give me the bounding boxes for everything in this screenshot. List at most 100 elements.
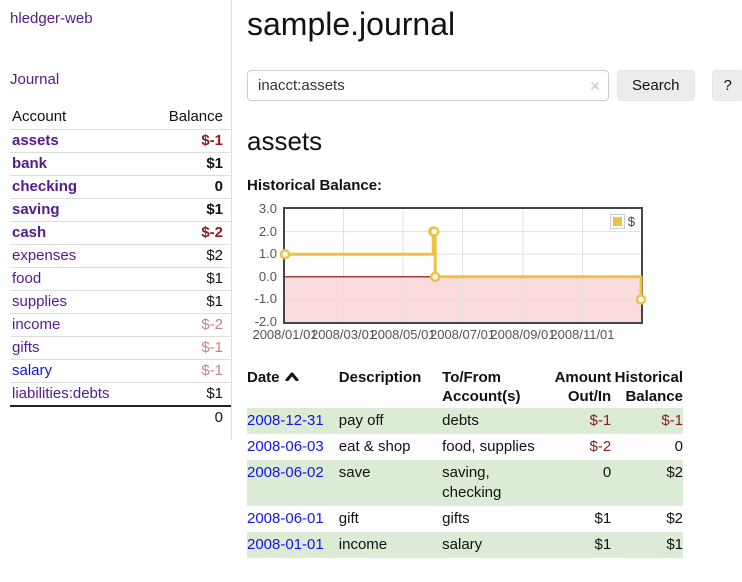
main-content: sample.journal × Search ? assets Histori…: [232, 0, 742, 558]
account-balance-cell: $-1: [148, 129, 231, 153]
chart-canvas: [279, 209, 647, 322]
y-tick-label: 2.0: [258, 223, 277, 239]
account-row: bank $1: [10, 152, 231, 176]
account-row: liabilities:debts $1: [10, 382, 231, 406]
register-header-accounts: To/From Account(s): [442, 369, 521, 405]
x-tick-label: 2008/03/01: [310, 327, 377, 342]
account-link-supplies[interactable]: supplies: [12, 293, 68, 310]
account-row: assets $-1: [10, 129, 231, 153]
account-row: cash $-2: [10, 221, 231, 245]
amount-cell: $1: [594, 536, 612, 553]
account-name-cell: assets: [10, 129, 149, 153]
account-balance-cell: $-1: [148, 359, 231, 383]
app-brand-link[interactable]: hledger-web: [10, 10, 93, 27]
accounts-header-account: Account: [12, 108, 67, 125]
search-input[interactable]: [247, 70, 609, 101]
accounts-cell: saving, checking: [442, 464, 502, 501]
account-link-income[interactable]: income: [12, 316, 61, 333]
accounts-total-value: 0: [148, 405, 231, 429]
transaction-row: 2008-12-31 pay off debts $-1 $-1: [247, 408, 683, 434]
search-form: × Search ?: [247, 70, 742, 101]
account-row: supplies $1: [10, 290, 231, 314]
sidebar-item-journal[interactable]: Journal: [10, 71, 60, 88]
account-name-cell: salary: [10, 359, 149, 383]
accounts-total-spacer: [10, 405, 149, 429]
account-name-cell: liabilities:debts: [10, 382, 149, 406]
account-row: expenses $2: [10, 244, 231, 268]
account-link-bank[interactable]: bank: [12, 155, 48, 172]
y-tick-label: -1.0: [254, 291, 277, 307]
amount-cell: $-1: [589, 412, 612, 429]
account-balance-cell: $1: [148, 290, 231, 314]
transaction-date-link[interactable]: 2008-06-02: [247, 464, 324, 481]
y-tick-label: 3.0: [258, 201, 277, 216]
description-cell: save: [338, 464, 371, 481]
balance-cell: $-1: [661, 412, 683, 429]
legend-swatch-icon: [609, 214, 625, 229]
account-balance-cell: $1: [148, 198, 231, 222]
page: hledger-web Journal Account Balance asse…: [0, 0, 742, 558]
transaction-row: 2008-06-01 gift gifts $1 $2: [247, 506, 683, 532]
chart-plot-area: $: [279, 207, 647, 324]
y-tick-label: -2.0: [254, 314, 277, 329]
account-name-cell: income: [10, 313, 149, 337]
date-cell: 2008-06-01: [247, 506, 339, 532]
search-button[interactable]: Search: [617, 70, 695, 101]
account-balance-cell: $-2: [148, 221, 231, 245]
clear-search-icon[interactable]: ×: [590, 76, 600, 95]
account-name-cell: cash: [10, 221, 149, 245]
account-link-saving[interactable]: saving: [12, 201, 60, 218]
date-cell: 2008-12-31: [247, 408, 339, 434]
amount-cell: 0: [602, 464, 612, 481]
account-link-checking[interactable]: checking: [12, 178, 78, 195]
accounts-cell: salary: [442, 536, 483, 553]
account-name-cell: saving: [10, 198, 149, 222]
account-name-cell: supplies: [10, 290, 149, 314]
description-cell: eat & shop: [338, 438, 411, 455]
chart-legend: $: [607, 213, 637, 230]
account-link-assets[interactable]: assets: [12, 132, 59, 149]
help-button[interactable]: ?: [711, 70, 742, 101]
x-tick-label: 2008/11/01: [550, 327, 615, 342]
balance-cell: $2: [666, 510, 683, 527]
transaction-date-link[interactable]: 2008-06-03: [247, 438, 324, 455]
account-link-liabilities-debts[interactable]: liabilities:debts: [12, 385, 110, 402]
account-balance-cell: $-2: [148, 313, 231, 337]
historical-balance-chart: 3.0 2.0 1.0 0.0 -1.0 -2.0 $ 2008/01/01 2008/03…: [247, 201, 703, 347]
description-cell: income: [338, 536, 388, 553]
account-balance-cell: $1: [148, 267, 231, 291]
account-name-cell: food: [10, 267, 149, 291]
account-link-gifts[interactable]: gifts: [12, 339, 40, 356]
transaction-date-link[interactable]: 2008-01-01: [247, 536, 324, 553]
account-name-cell: expenses: [10, 244, 149, 268]
description-cell: gift: [338, 510, 359, 527]
balance-cell: $2: [666, 464, 683, 481]
account-heading: assets: [247, 126, 323, 156]
account-link-salary[interactable]: salary: [12, 362, 53, 379]
account-balance-cell: $1: [148, 382, 231, 406]
register-header-date[interactable]: Date: [247, 366, 339, 408]
date-cell: 2008-06-02: [247, 460, 339, 506]
account-link-cash[interactable]: cash: [12, 224, 47, 241]
accounts-header-balance: Balance: [168, 108, 223, 125]
account-name-cell: gifts: [10, 336, 149, 360]
account-link-expenses[interactable]: expenses: [12, 247, 77, 264]
account-row: checking 0: [10, 175, 231, 199]
balance-cell: $1: [666, 536, 683, 553]
x-tick-label: 2008/01/01: [252, 327, 318, 342]
sidebar: hledger-web Journal Account Balance asse…: [0, 0, 232, 440]
transaction-row: 2008-06-02 save saving, checking 0 $2: [247, 460, 683, 506]
transaction-date-link[interactable]: 2008-06-01: [247, 510, 324, 527]
account-link-food[interactable]: food: [12, 270, 42, 287]
register-header-balance: Historical Balance: [614, 369, 683, 405]
transaction-row: 2008-01-01 income salary $1 $1: [247, 532, 683, 558]
accounts-cell: gifts: [442, 510, 470, 527]
account-balance-cell: $-1: [148, 336, 231, 360]
transaction-date-link[interactable]: 2008-12-31: [247, 412, 324, 429]
account-balance-cell: 0: [148, 175, 231, 199]
account-row: income $-2: [10, 313, 231, 337]
account-balance-cell: $1: [148, 152, 231, 176]
chart-title: Historical Balance:: [247, 177, 383, 194]
y-tick-label: 0.0: [258, 268, 277, 284]
description-cell: pay off: [338, 412, 384, 429]
